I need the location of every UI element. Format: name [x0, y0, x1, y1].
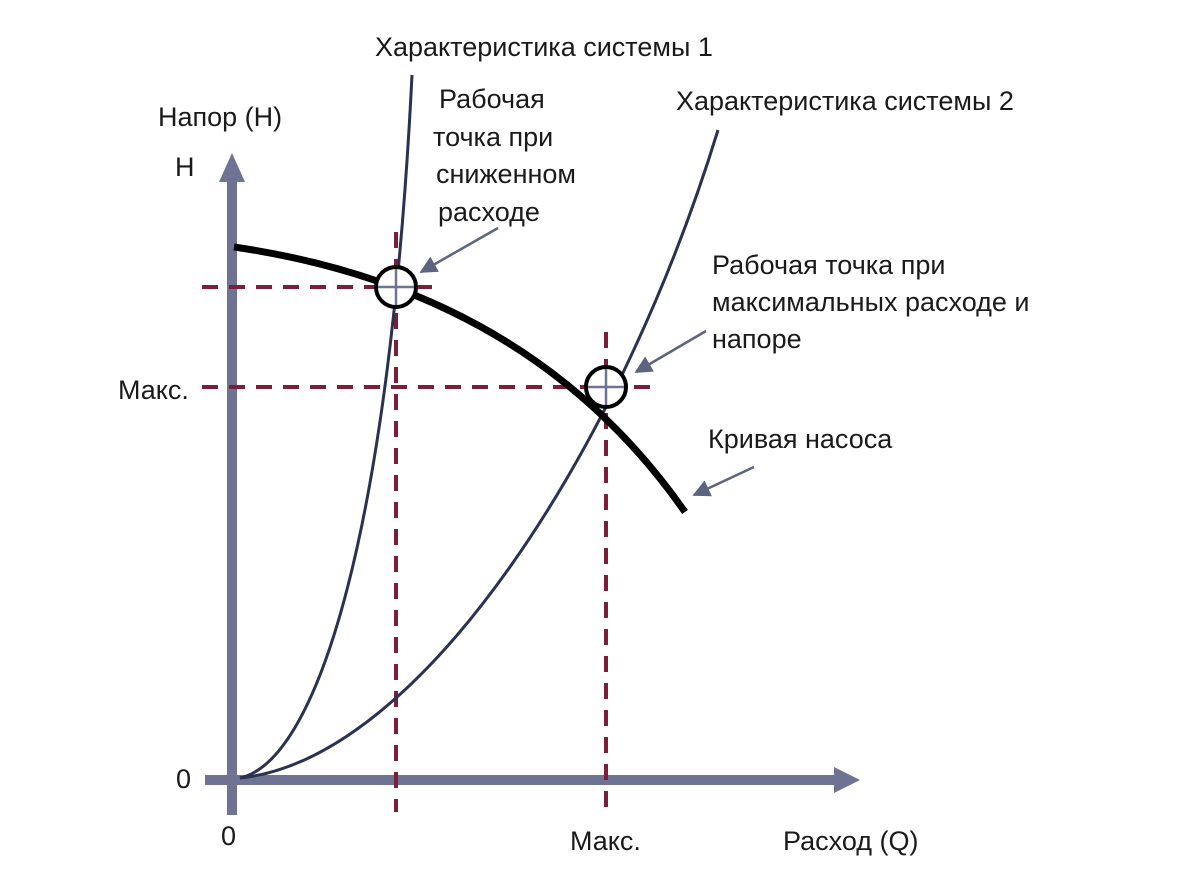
x-axis-title: Расход (Q) — [783, 826, 919, 856]
pump-curve — [233, 243, 688, 515]
max-point-label: Рабочая точка при максимальных расходе и… — [712, 250, 1037, 354]
y-max-label: Макс. — [118, 375, 189, 405]
x-axis-arrow-icon — [834, 767, 860, 793]
system-curve-1-label: Характеристика системы 1 — [375, 32, 713, 62]
max-point-line-3: напоре — [712, 324, 802, 354]
reduced-flow-point-label: Рабочая точка при сниженном расходе — [433, 84, 584, 227]
operating-point-max — [584, 365, 628, 409]
x-zero-label: 0 — [221, 821, 236, 851]
reduced-flow-point-line-4: расходе — [438, 197, 540, 227]
pump-curve-label: Кривая насоса — [708, 424, 893, 454]
y-axis-arrow-icon — [219, 153, 245, 182]
y-axis-title: Напор (H) — [158, 102, 282, 132]
x-max-label: Макс. — [570, 826, 641, 856]
max-point-line-1: Рабочая точка при — [712, 250, 945, 280]
pointer-reduced-point — [419, 226, 499, 274]
system-curve-2 — [239, 129, 720, 780]
pointer-pump-curve — [692, 465, 755, 497]
reduced-flow-point-line-1: Рабочая — [439, 84, 545, 114]
system-curve-1 — [239, 74, 414, 780]
system-curve-2-label: Характеристика системы 2 — [676, 86, 1014, 116]
y-axis-symbol: H — [175, 152, 195, 182]
reduced-flow-point-line-3: сниженном — [436, 159, 576, 189]
max-point-line-2: максимальных расходе и — [712, 287, 1030, 317]
operating-point-reduced — [374, 265, 418, 309]
y-zero-label: 0 — [176, 764, 191, 794]
pointer-max-point — [634, 329, 707, 374]
reduced-flow-point-line-2: точка при — [433, 122, 553, 152]
